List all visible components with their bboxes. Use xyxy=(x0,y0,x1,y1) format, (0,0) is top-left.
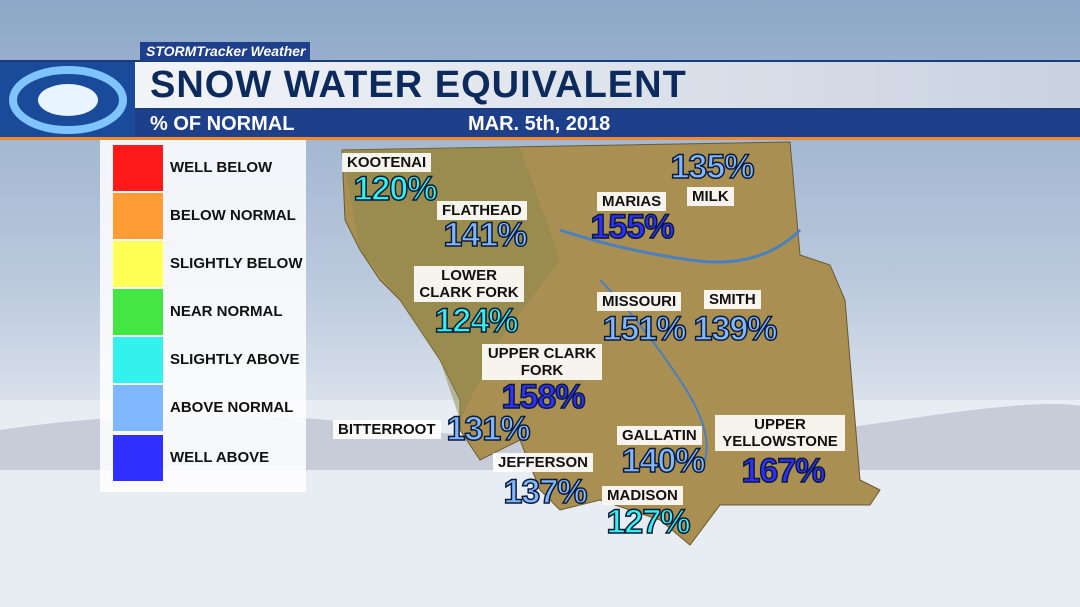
basin-value: 155% xyxy=(590,207,675,247)
legend-swatch xyxy=(113,435,163,481)
title: SNOW WATER EQUIVALENT xyxy=(150,64,687,106)
logo xyxy=(9,66,127,134)
accent-line xyxy=(0,137,1080,140)
legend-swatch xyxy=(113,337,163,383)
legend-label: ABOVE NORMAL xyxy=(170,399,294,416)
legend-label: WELL ABOVE xyxy=(170,449,270,466)
basin-value: 131% xyxy=(446,409,531,449)
basin-value: 158% xyxy=(501,377,586,417)
basin-name: GALLATIN xyxy=(617,426,702,445)
legend-swatch xyxy=(113,241,163,287)
basin-name: JEFFERSON xyxy=(493,453,594,472)
basin-value: 124% xyxy=(434,301,519,341)
legend-label: WELL BELOW xyxy=(170,159,273,176)
legend-swatch xyxy=(113,193,163,239)
basin-name: MADISON xyxy=(602,486,683,505)
legend-swatch xyxy=(113,289,163,335)
basin-name: UPPER CLARK FORK xyxy=(482,344,602,380)
brand: STORMTracker Weather xyxy=(146,43,306,59)
legend-label: NEAR NORMAL xyxy=(170,303,283,320)
basin-name: LOWER CLARK FORK xyxy=(414,266,524,302)
basin-value: 167% xyxy=(741,451,826,491)
basin-name: KOOTENAI xyxy=(342,153,432,172)
legend-swatch xyxy=(113,145,163,191)
basin-name: BITTERROOT xyxy=(333,420,441,439)
brand-tab xyxy=(140,42,310,61)
subtitle: % OF NORMAL xyxy=(150,113,295,135)
basin-value: 127% xyxy=(606,502,691,542)
basin-value: 120% xyxy=(353,169,438,209)
basin-value: 141% xyxy=(443,215,528,255)
basin-value: 140% xyxy=(621,441,706,481)
legend-label: SLIGHTLY ABOVE xyxy=(170,351,300,368)
title-band xyxy=(135,62,1080,108)
river xyxy=(559,228,802,264)
legend-label: SLIGHTLY BELOW xyxy=(170,255,303,272)
basin-value: 137% xyxy=(503,472,588,512)
basin-value: 135% xyxy=(670,147,755,187)
basin-name: FLATHEAD xyxy=(437,201,527,220)
subtitle-bar xyxy=(135,110,1080,137)
legend-label: BELOW NORMAL xyxy=(170,207,296,224)
basin-value: 151% xyxy=(602,309,687,349)
logo xyxy=(38,84,98,116)
basin-name: MISSOURI xyxy=(597,292,682,311)
basin-name: SMITH xyxy=(704,290,761,309)
basin-value: 139% xyxy=(693,309,778,349)
basin-name: UPPER YELLOWSTONE xyxy=(715,415,845,451)
basin-name: MARIAS xyxy=(597,192,667,211)
basin-name: MILK xyxy=(687,187,734,206)
date: MAR. 5th, 2018 xyxy=(468,113,611,135)
legend-swatch xyxy=(113,385,163,431)
